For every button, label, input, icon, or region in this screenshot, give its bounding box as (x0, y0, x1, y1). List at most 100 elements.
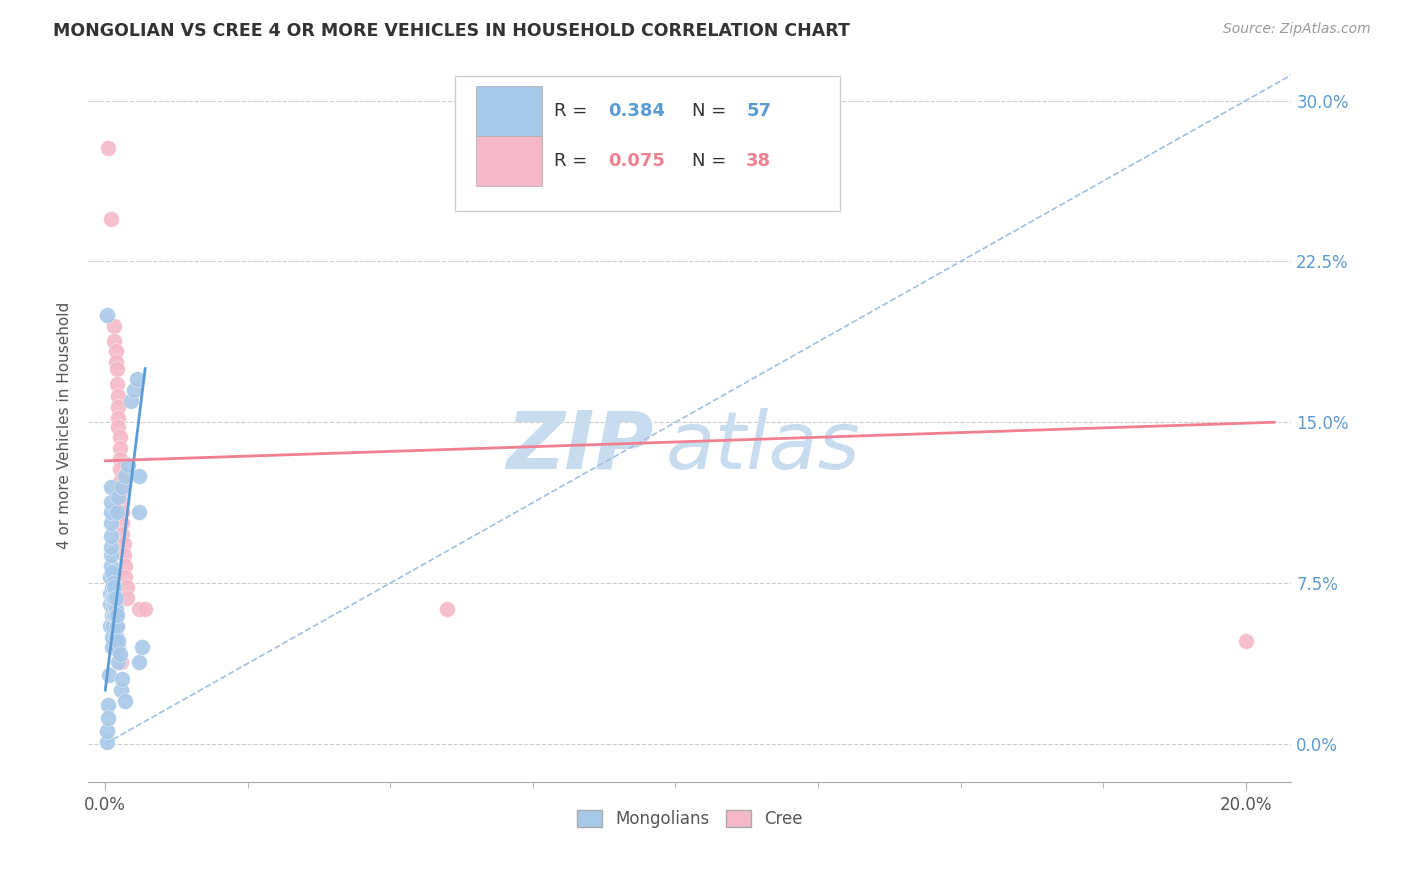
Point (117, 458, 139, 472)
Point (100, 548, 122, 562)
Text: Source: ZipAtlas.com: Source: ZipAtlas.com (1223, 22, 1371, 37)
Point (103, 608, 125, 623)
Point (105, 619, 128, 633)
Point (108, 651, 131, 665)
Point (101, 591, 124, 605)
Point (105, 361, 128, 376)
Text: 38: 38 (747, 153, 772, 170)
Point (1234, 633, 1257, 648)
Point (100, 566, 122, 580)
Point (128, 468, 150, 483)
Point (103, 608, 125, 623)
Text: R =: R = (554, 153, 593, 170)
Point (114, 694, 136, 708)
FancyBboxPatch shape (475, 136, 541, 186)
Point (112, 537, 135, 551)
Text: 57: 57 (747, 103, 772, 120)
Y-axis label: 4 or more Vehicles in Household: 4 or more Vehicles in Household (58, 301, 72, 549)
Point (100, 580, 122, 594)
Text: MONGOLIAN VS CREE 4 OR MORE VEHICLES IN HOUSEHOLD CORRELATION CHART: MONGOLIAN VS CREE 4 OR MORE VEHICLES IN … (53, 22, 851, 40)
Text: 0.384: 0.384 (607, 103, 665, 120)
Point (103, 598, 125, 612)
Point (100, 569, 122, 583)
Point (103, 334, 125, 348)
Point (100, 587, 122, 601)
FancyBboxPatch shape (475, 87, 541, 136)
Point (101, 630, 124, 644)
Point (97, 698, 120, 713)
Point (114, 468, 136, 483)
Point (128, 505, 150, 519)
FancyBboxPatch shape (456, 76, 841, 211)
Point (115, 580, 138, 594)
Point (436, 601, 458, 615)
Point (120, 393, 142, 408)
Point (96, 711, 118, 725)
Text: ZIP: ZIP (506, 408, 654, 486)
Point (108, 451, 131, 466)
Point (111, 526, 134, 541)
Point (101, 576, 124, 591)
Point (98, 668, 121, 682)
Point (125, 372, 148, 386)
Point (107, 390, 129, 404)
Point (100, 591, 122, 605)
Point (108, 462, 131, 476)
Point (101, 640, 124, 655)
Point (96, 723, 118, 738)
Point (115, 591, 138, 605)
Point (97, 141, 120, 155)
Point (110, 683, 132, 698)
Point (107, 401, 129, 415)
Point (128, 601, 150, 615)
Point (101, 601, 124, 615)
Point (105, 630, 128, 644)
Point (111, 516, 134, 530)
Point (114, 558, 136, 573)
Point (104, 601, 127, 615)
Point (122, 383, 145, 397)
Point (107, 655, 129, 669)
Point (111, 494, 134, 508)
Point (105, 505, 128, 519)
Point (105, 376, 128, 391)
Point (108, 430, 131, 444)
Point (110, 655, 132, 669)
Point (105, 640, 128, 655)
Point (103, 318, 125, 333)
Point (105, 630, 128, 644)
Point (104, 344, 127, 359)
Text: N =: N = (692, 153, 733, 170)
Text: R =: R = (554, 103, 593, 120)
Point (100, 505, 122, 519)
Point (104, 619, 127, 633)
Text: atlas: atlas (665, 408, 860, 486)
Point (112, 548, 135, 562)
Point (104, 608, 127, 623)
Point (111, 673, 134, 687)
Point (96, 308, 118, 322)
Point (100, 494, 122, 508)
Point (100, 211, 122, 226)
Point (107, 640, 129, 655)
Point (103, 591, 125, 605)
Point (100, 558, 122, 573)
Point (107, 411, 129, 425)
Point (98, 598, 121, 612)
Point (128, 655, 150, 669)
Legend: Mongolians, Cree: Mongolians, Cree (569, 803, 810, 835)
Point (114, 569, 136, 583)
Point (96, 734, 118, 748)
Point (104, 591, 127, 605)
Point (101, 608, 124, 623)
Point (108, 647, 131, 661)
Point (110, 483, 132, 498)
Point (100, 540, 122, 554)
Point (107, 490, 129, 504)
Point (110, 473, 132, 487)
Point (107, 633, 129, 648)
Text: 0.075: 0.075 (607, 153, 665, 170)
Point (108, 441, 131, 455)
Point (98, 619, 121, 633)
Point (100, 529, 122, 543)
